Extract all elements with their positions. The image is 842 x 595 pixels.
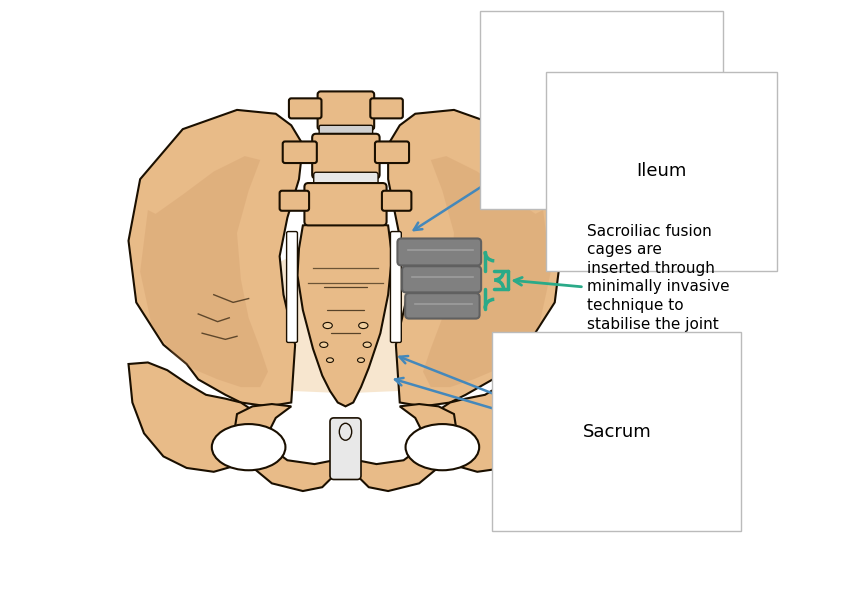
FancyBboxPatch shape [283,142,317,163]
Polygon shape [226,249,466,393]
FancyBboxPatch shape [330,418,361,480]
Ellipse shape [406,424,479,470]
FancyBboxPatch shape [370,98,402,118]
FancyBboxPatch shape [305,183,386,226]
FancyBboxPatch shape [314,173,378,189]
FancyBboxPatch shape [402,266,481,292]
FancyBboxPatch shape [375,142,409,163]
Polygon shape [297,221,392,406]
Polygon shape [357,404,458,491]
Polygon shape [423,156,551,387]
Polygon shape [388,110,562,406]
FancyBboxPatch shape [391,231,402,343]
Ellipse shape [359,322,368,328]
FancyBboxPatch shape [317,92,374,130]
Ellipse shape [212,424,285,470]
Ellipse shape [323,322,333,328]
Text: Sacrum: Sacrum [583,423,651,441]
Ellipse shape [339,423,352,440]
Ellipse shape [358,358,365,362]
FancyBboxPatch shape [280,191,309,211]
Polygon shape [129,110,303,406]
Text: Ileum: Ileum [637,162,687,180]
Ellipse shape [320,342,328,347]
Ellipse shape [363,342,371,347]
FancyBboxPatch shape [286,231,297,343]
FancyBboxPatch shape [289,98,322,118]
Polygon shape [233,404,334,491]
Polygon shape [431,362,562,472]
Ellipse shape [327,358,333,362]
Text: SI Joint: SI Joint [570,101,632,119]
FancyBboxPatch shape [405,293,480,318]
Polygon shape [129,362,260,472]
Text: Sacroiliac fusion
cages are
inserted through
minimally invasive
technique to
sta: Sacroiliac fusion cages are inserted thr… [588,224,737,350]
Polygon shape [140,156,268,387]
FancyBboxPatch shape [319,126,373,139]
FancyBboxPatch shape [397,239,481,265]
FancyBboxPatch shape [312,134,380,178]
FancyBboxPatch shape [382,191,412,211]
